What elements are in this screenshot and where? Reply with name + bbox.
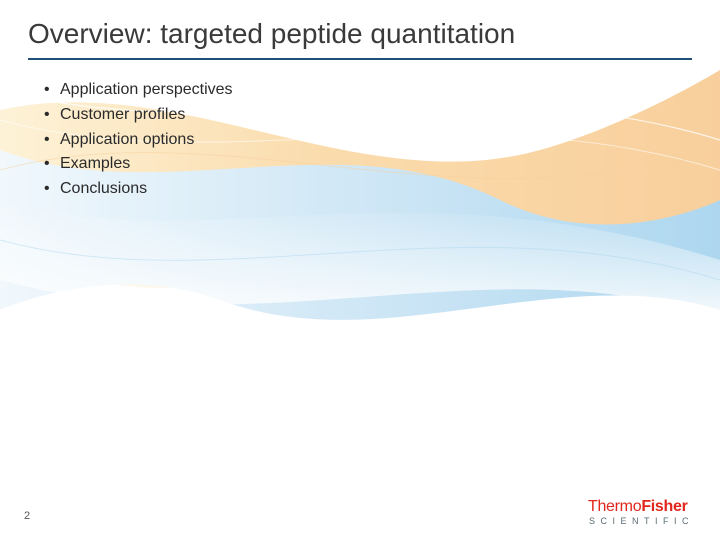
- logo-word-fisher: Fisher: [641, 498, 687, 515]
- brand-logo: ThermoFisher SCIENTIFIC: [588, 499, 694, 526]
- list-item: Application options: [44, 128, 233, 153]
- slide-title: Overview: targeted peptide quantitation: [28, 18, 515, 50]
- list-item: Examples: [44, 152, 233, 177]
- logo-word-thermo: Thermo: [588, 498, 641, 515]
- list-item: Customer profiles: [44, 103, 233, 128]
- list-item: Application perspectives: [44, 78, 233, 103]
- title-underline: [28, 58, 692, 60]
- slide: Overview: targeted peptide quantitation …: [0, 0, 720, 540]
- page-number: 2: [24, 510, 30, 522]
- list-item: Conclusions: [44, 177, 233, 202]
- bullet-list: Application perspectives Customer profil…: [44, 78, 233, 202]
- logo-subtext: SCIENTIFIC: [588, 517, 694, 526]
- logo-wordmark: ThermoFisher: [588, 499, 694, 515]
